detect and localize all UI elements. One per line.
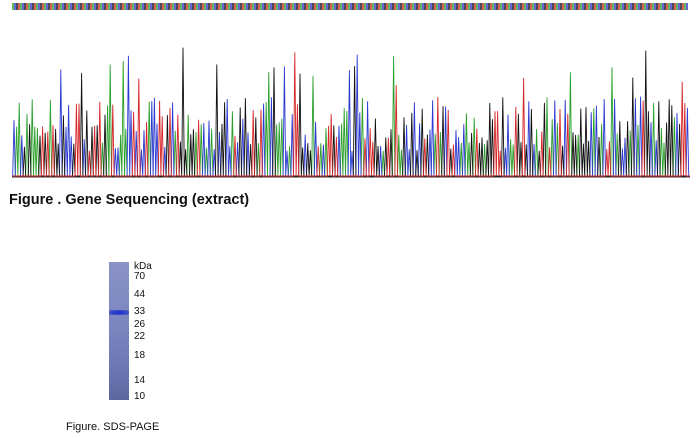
marker-14: 14 xyxy=(134,375,146,386)
marker-70: 70 xyxy=(134,271,146,282)
marker-22: 22 xyxy=(134,331,146,342)
sequencing-chromatogram xyxy=(12,47,690,178)
marker-44: 44 xyxy=(134,289,146,300)
trace-t xyxy=(12,52,690,177)
marker-unit-label: kDa xyxy=(134,261,152,272)
marker-18: 18 xyxy=(134,350,146,361)
marker-33: 33 xyxy=(134,306,146,317)
sds-page-caption: Figure. SDS-PAGE xyxy=(66,421,160,433)
marker-26: 26 xyxy=(134,319,146,330)
protein-band xyxy=(109,310,129,315)
gel-lane xyxy=(109,262,129,400)
sequence-text-strip xyxy=(12,3,688,10)
marker-10: 10 xyxy=(134,391,146,402)
gene-sequencing-caption: Figure . Gene Sequencing (extract) xyxy=(9,192,250,208)
